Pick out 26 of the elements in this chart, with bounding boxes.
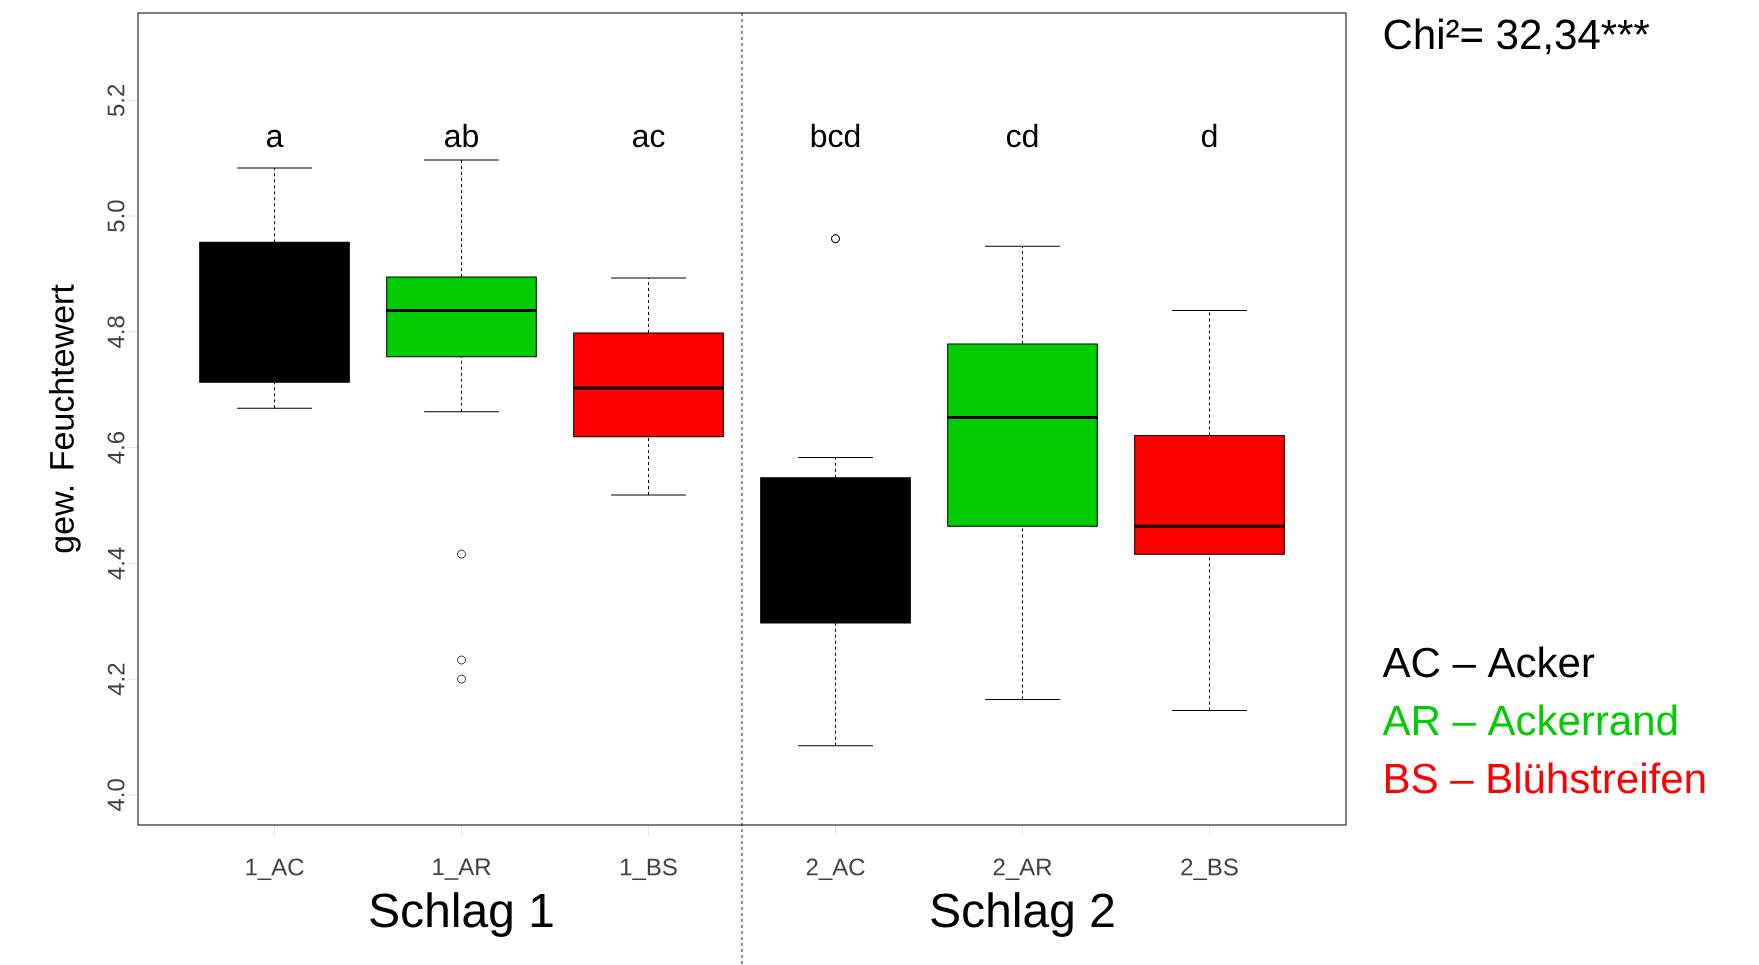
y-tick-label: 4.4 [107, 547, 125, 580]
text: Chi²= 32,34*** [1384, 18, 1650, 55]
y-tick-label: 4.8 [107, 316, 125, 349]
x-tick-label: 2_AR [993, 858, 1052, 881]
text: BS – Blühstreifen [1385, 762, 1705, 794]
annotation: bcd [811, 123, 860, 148]
annotation: ac [632, 129, 665, 148]
x-tick-label: 1_BS [620, 858, 677, 881]
x-tick-label: 1_AR [433, 858, 491, 880]
text: AC – Acker [1382, 646, 1595, 678]
y-tick-label: 5.0 [107, 200, 125, 232]
y-tick-label: 5.2 [107, 84, 125, 117]
text: Schlag 1 [370, 892, 553, 937]
annotation: ab [445, 123, 478, 148]
y-axis-title: gew. Feuchtewert [48, 284, 81, 553]
annotation: cd [1006, 123, 1038, 148]
annotation: a [266, 129, 284, 148]
y-tick-label: 4.0 [107, 779, 125, 812]
x-tick-label: 2_BS [1181, 858, 1238, 881]
text: Schlag 2 [931, 892, 1114, 937]
y-tick-label: 4.2 [107, 663, 125, 696]
text: AR – Ackerrand [1382, 704, 1677, 736]
x-tick-label: 2_AC [806, 858, 865, 881]
annotation: d [1201, 123, 1217, 148]
y-tick-label: 4.6 [107, 432, 125, 464]
x-tick-label: 1_AC [246, 858, 304, 881]
